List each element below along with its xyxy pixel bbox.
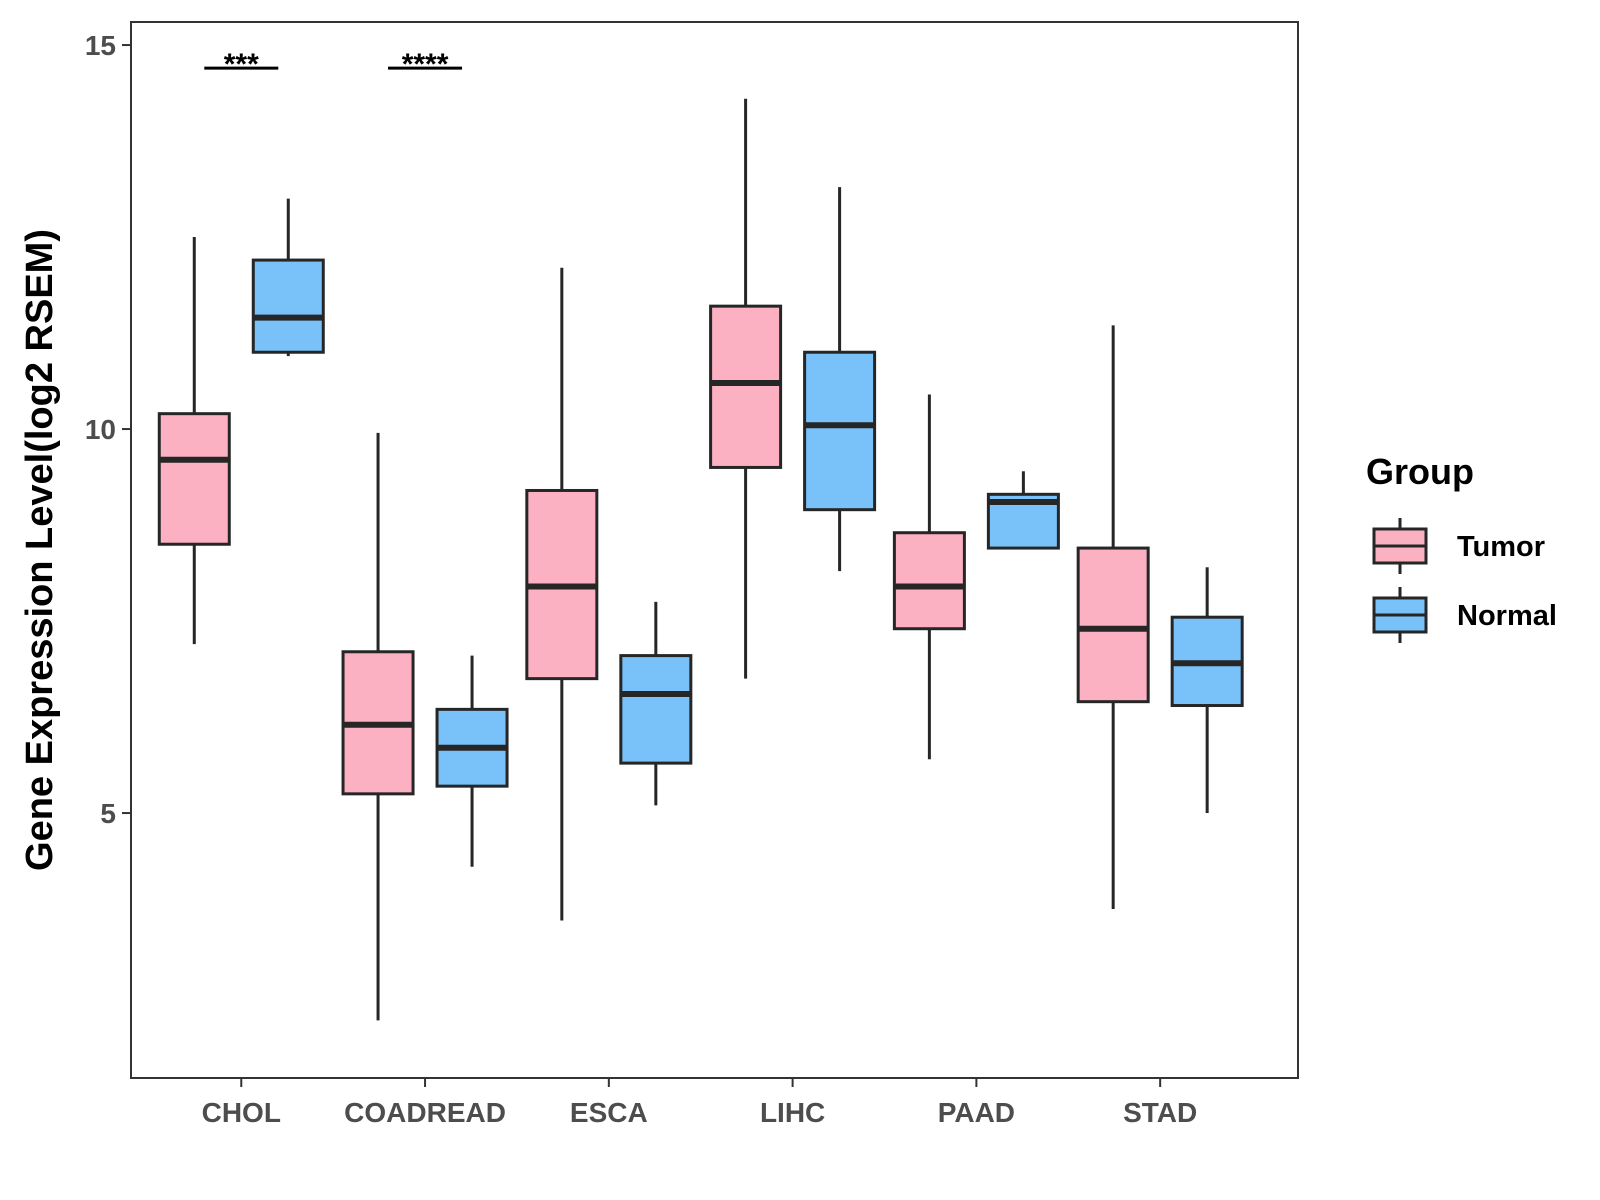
box-body — [157, 412, 231, 546]
box-tumor-paad — [892, 394, 966, 760]
y-tick-label: 10 — [85, 414, 116, 445]
legend-label: Normal — [1457, 600, 1557, 632]
box-body — [892, 531, 966, 631]
box-tumor-lihc — [709, 98, 783, 679]
legend-entries: Tumor Normal — [1372, 518, 1557, 643]
box-tumor-esca — [525, 267, 599, 921]
box-normal-esca — [619, 601, 693, 806]
x-tick-label: STAD — [1123, 1097, 1197, 1128]
box-body — [803, 350, 877, 512]
box-normal-chol — [251, 198, 325, 357]
significance-chol: *** — [204, 48, 279, 81]
axis-layer: 5 10 15 CHOL COADREAD ESCA LIHC PAAD STAD — [85, 30, 1197, 1128]
plot-panel-border — [130, 21, 1299, 1079]
box-normal-paad — [986, 471, 1060, 550]
box-tumor-chol — [157, 237, 231, 645]
x-tick-label: PAAD — [938, 1097, 1015, 1128]
boxes-layer — [157, 98, 1244, 1021]
box-tumor-stad — [1076, 325, 1150, 910]
x-tick-label: ESCA — [570, 1097, 648, 1128]
legend: Group Tumor Normal — [1366, 451, 1557, 643]
x-tick-label: CHOL — [202, 1097, 281, 1128]
x-tick-label: COADREAD — [344, 1097, 506, 1128]
significance-label: **** — [402, 48, 449, 81]
significance-layer: *** **** — [204, 48, 463, 81]
y-axis-title: Gene Expression Level(log2 RSEM) — [19, 229, 61, 871]
significance-label: *** — [224, 48, 259, 81]
legend-entry-normal: Normal — [1372, 587, 1557, 643]
box-body — [251, 258, 325, 354]
y-tick-label: 15 — [85, 30, 116, 61]
box-normal-coadread — [435, 655, 509, 867]
box-normal-lihc — [803, 187, 877, 572]
x-tick-label: LIHC — [760, 1097, 825, 1128]
legend-title: Group — [1366, 451, 1474, 492]
box-tumor-coadread — [341, 432, 415, 1021]
legend-label: Tumor — [1457, 531, 1545, 563]
y-tick-label: 5 — [100, 798, 116, 829]
significance-coadread: **** — [388, 48, 463, 81]
box-body — [709, 304, 783, 469]
box-body — [1076, 546, 1150, 704]
legend-entry-tumor: Tumor — [1372, 518, 1545, 574]
box-normal-stad — [1170, 567, 1244, 814]
box-body — [619, 654, 693, 765]
